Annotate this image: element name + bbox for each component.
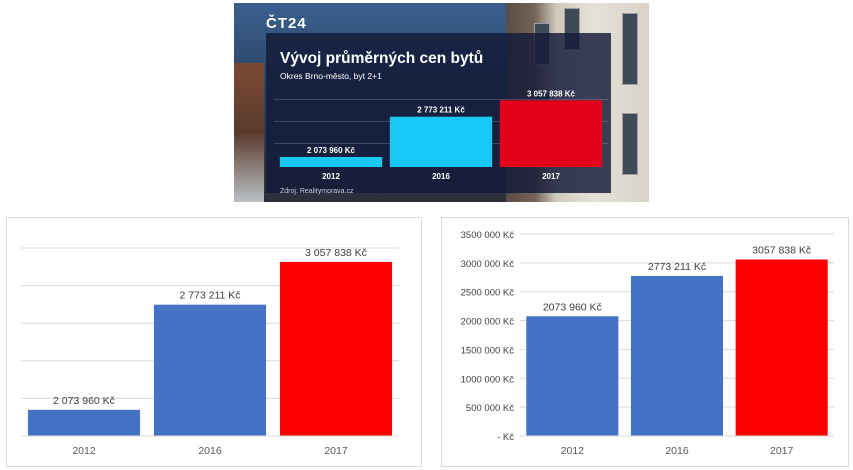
data-label: 2773 211 Kč [648, 261, 706, 273]
data-label: 2 073 960 Kč [307, 146, 356, 155]
data-label: 2 773 211 Kč [417, 106, 465, 115]
tv-chart-subtitle: Okres Brno-město, byt 2+1 [280, 71, 382, 81]
x-tick-label: 2016 [432, 172, 450, 181]
building-window [622, 13, 638, 85]
tv-chart-source: Zdroj: Realitymorava.cz [280, 188, 354, 195]
x-tick-label: 2017 [542, 172, 560, 181]
x-tick-label: 2016 [665, 445, 689, 457]
bar-2012 [27, 409, 141, 436]
bar-2012 [279, 156, 383, 167]
gridline [274, 99, 608, 100]
bar-2016 [153, 304, 267, 436]
y-tick-label: - Kč [497, 432, 514, 443]
x-tick-label: 2016 [198, 445, 222, 457]
bar-chart-1-plot: 2 073 960 Kč 2012 2 773 211 Kč 2016 3 057 83… [21, 247, 399, 457]
tv-chart-graphic: ČT24 Vývoj průměrných cen bytů Okres Brn… [234, 3, 649, 202]
x-tick-label: 2012 [322, 172, 340, 181]
bar-2016 [630, 275, 724, 436]
background-building-left [234, 63, 264, 202]
bar-2017 [499, 100, 603, 167]
data-label: 2 773 211 Kč [179, 290, 240, 302]
data-label: 2073 960 Kč [543, 301, 602, 313]
x-tick-label: 2017 [770, 445, 794, 457]
bar-2012 [526, 316, 619, 436]
data-label: 3 057 838 Kč [305, 247, 367, 259]
y-tick-label: 2000 000 Kč [461, 317, 515, 328]
x-tick-label: 2012 [561, 445, 585, 457]
building-window [622, 113, 638, 175]
y-tick-label: 1500 000 Kč [461, 345, 515, 356]
bar-2017 [735, 259, 828, 436]
tv-chart-title: Vývoj průměrných cen bytů [280, 50, 484, 67]
x-tick-label: 2017 [324, 445, 348, 457]
y-tick-label: 500 000 Kč [466, 403, 514, 414]
data-label: 2 073 960 Kč [53, 395, 115, 407]
data-label: 3057 838 Kč [752, 245, 811, 257]
y-tick-label: 2500 000 Kč [461, 288, 515, 299]
bar-2016 [389, 116, 493, 167]
y-tick-label: 3000 000 Kč [461, 259, 515, 270]
y-tick-label: 3500 000 Kč [461, 230, 515, 241]
bar-2017 [279, 261, 393, 436]
bar-chart-2: - Kč 500 000 Kč 1000 000 Kč 1500 000 Kč 2000… [441, 217, 849, 467]
data-label: 3 057 838 Kč [527, 89, 576, 98]
channel-logo: ČT24 [266, 15, 307, 32]
bar-chart-1: 2 073 960 Kč 2012 2 773 211 Kč 2016 3 057 83… [6, 217, 422, 467]
x-tick-label: 2012 [72, 445, 96, 457]
bar-chart-2-plot: - Kč 500 000 Kč 1000 000 Kč 1500 000 Kč 2000… [461, 230, 834, 457]
tv-bar-chart: 2 073 960 Kč 2012 2 773 211 Kč 2016 3 057 83… [279, 89, 603, 181]
y-tick-label: 1000 000 Kč [461, 374, 515, 385]
